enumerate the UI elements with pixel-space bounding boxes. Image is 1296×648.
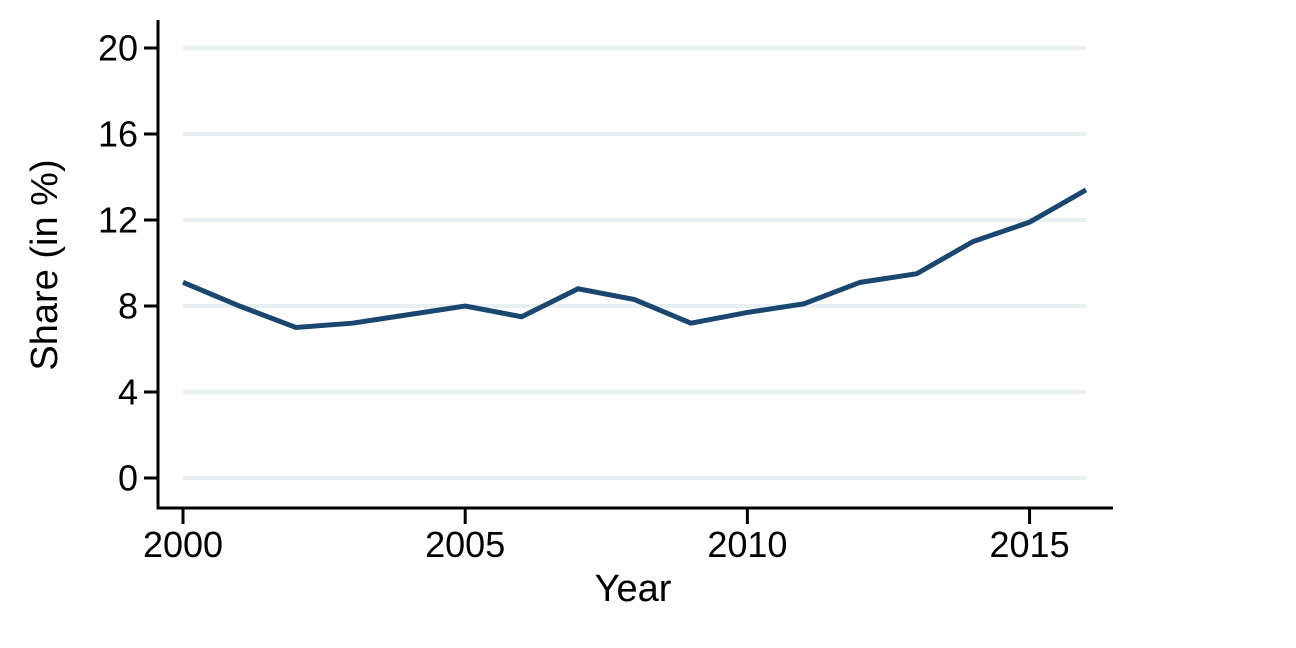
data-series-group — [182, 187, 1088, 331]
data-line-share — [182, 187, 1088, 331]
x-tick-label: 2015 — [990, 524, 1070, 565]
x-tick-label: 2000 — [143, 524, 223, 565]
y-tick-label: 4 — [118, 372, 138, 413]
axes-group: 0 4 8 12 16 20 2000 2005 2010 2015 — [98, 20, 1113, 565]
x-tick-label: 2005 — [425, 524, 505, 565]
x-axis-title: Year — [595, 568, 672, 610]
x-tick-label: 2010 — [707, 524, 787, 565]
y-tick-label: 8 — [118, 286, 138, 327]
gridlines-group — [183, 46, 1086, 480]
y-tick-label: 16 — [98, 114, 138, 155]
y-axis-title: Share (in %) — [24, 159, 66, 370]
y-tick-label: 0 — [118, 458, 138, 499]
y-tick-label: 12 — [98, 200, 138, 241]
y-tick-label: 20 — [98, 28, 138, 69]
